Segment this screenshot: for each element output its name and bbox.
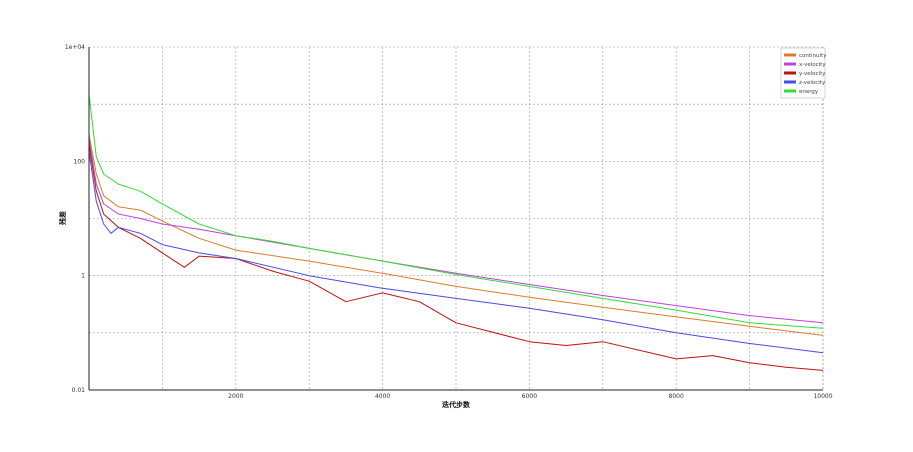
legend-label-continuity: continuity xyxy=(799,53,827,59)
y-tick-label: 1e+04 xyxy=(65,44,85,51)
series-line-x-velocity xyxy=(88,138,824,324)
series-line-energy xyxy=(88,94,824,329)
y-tick-label: 1 xyxy=(81,273,85,280)
x-tick-label: 8000 xyxy=(669,393,684,400)
y-axis-title: 残差 xyxy=(58,211,67,225)
legend-label-energy: energy xyxy=(799,89,819,95)
x-tick-label: 10000 xyxy=(813,393,832,400)
x-tick-label: 6000 xyxy=(522,393,537,400)
plot-lines xyxy=(88,94,824,371)
x-tick-label: 2000 xyxy=(228,393,243,400)
legend-label-y-velocity: y-velocity xyxy=(799,71,826,77)
y-tick-label: 100 xyxy=(74,158,86,165)
legend: continuity x-velocity y-velocity z-velocity… xyxy=(780,47,827,99)
y-tick-labels: 0.01 1 100 1e+04 xyxy=(65,44,85,394)
x-axis-title: 迭代步数 xyxy=(442,400,471,409)
series-line-continuity xyxy=(88,134,824,336)
series-line-z-velocity xyxy=(88,151,824,354)
legend-label-x-velocity: x-velocity xyxy=(799,62,826,68)
x-tick-label: 4000 xyxy=(375,393,390,400)
x-tick-labels: 2000 4000 6000 8000 10000 xyxy=(228,393,833,400)
y-tick-label: 0.01 xyxy=(72,387,86,394)
legend-label-z-velocity: z-velocity xyxy=(799,80,826,86)
series-line-y-velocity xyxy=(88,144,824,371)
